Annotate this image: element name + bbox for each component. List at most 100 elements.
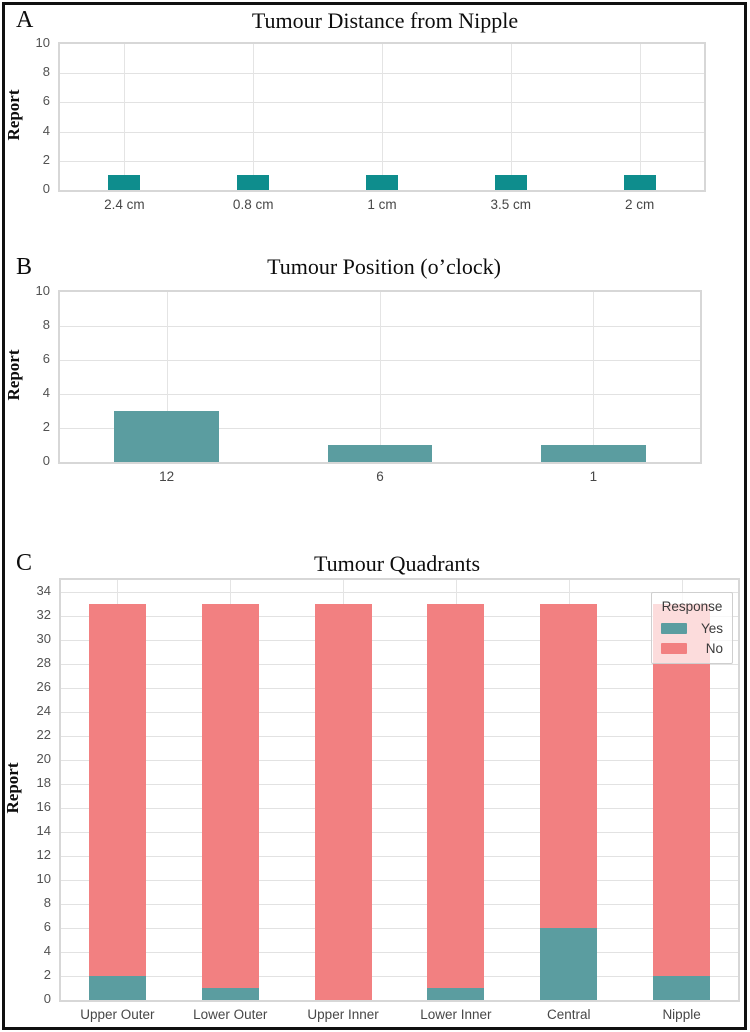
gridline-h bbox=[61, 904, 738, 905]
y-tick-label: 8 bbox=[42, 64, 50, 80]
y-tick-label: 10 bbox=[36, 871, 51, 886]
bar-central-no bbox=[540, 604, 598, 928]
y-tick-label: 14 bbox=[36, 823, 51, 838]
gridline-h bbox=[61, 880, 738, 881]
bar-lower-inner-no bbox=[427, 604, 485, 988]
gridline-v bbox=[124, 44, 126, 190]
plot-area-c: Response Yes No bbox=[59, 578, 740, 1002]
gridline-h bbox=[61, 664, 738, 665]
gridline-h bbox=[61, 640, 738, 641]
legend-label-no: No bbox=[705, 641, 723, 656]
gridline-v bbox=[253, 44, 255, 190]
bar-nipple-no bbox=[653, 604, 711, 976]
x-tick-label: 1 bbox=[589, 469, 598, 484]
gridline-h bbox=[61, 928, 738, 929]
legend-swatch-yes bbox=[661, 623, 687, 634]
y-tick-label: 32 bbox=[36, 607, 51, 622]
x-tick-label: 3.5 cm bbox=[490, 197, 532, 212]
gridline-v bbox=[382, 44, 383, 190]
gridline-h bbox=[61, 808, 738, 809]
gridline-v bbox=[510, 44, 512, 190]
gridline-v bbox=[166, 292, 168, 462]
gridline-v bbox=[593, 292, 595, 462]
gridline-v bbox=[380, 292, 381, 462]
y-tick-label: 0 bbox=[43, 991, 51, 1006]
panel-letter-c: C bbox=[16, 550, 33, 576]
gridline-v bbox=[639, 44, 641, 190]
x-tick-label: 2.4 cm bbox=[104, 197, 145, 212]
bar-6 bbox=[327, 445, 433, 462]
gridline-h bbox=[61, 592, 738, 593]
y-tick-label: 0 bbox=[42, 453, 50, 468]
y-tick-label: 0 bbox=[42, 181, 50, 196]
x-tick-label: 0.8 cm bbox=[232, 197, 274, 212]
legend-label-yes: Yes bbox=[700, 621, 723, 636]
x-tick-label: Upper Inner bbox=[307, 1007, 379, 1022]
bar-2-cm bbox=[623, 175, 656, 190]
y-tick-label: 2 bbox=[42, 419, 50, 434]
x-tick-label: Nipple bbox=[662, 1007, 701, 1022]
bar-nipple-yes bbox=[653, 976, 711, 1000]
y-tick-label: 8 bbox=[43, 895, 51, 910]
x-tick-label: 1 cm bbox=[367, 197, 397, 212]
y-tick-label: 10 bbox=[35, 35, 50, 50]
bar-lower-inner-yes bbox=[427, 988, 485, 1000]
y-tick-label: 26 bbox=[36, 679, 51, 694]
bar-12 bbox=[114, 411, 219, 462]
y-tick-label: 2 bbox=[43, 967, 51, 982]
chart-title-b: Tumour Position (o’clock) bbox=[267, 254, 501, 279]
x-tick-label: 6 bbox=[376, 469, 384, 484]
x-tick-label: Lower Inner bbox=[420, 1007, 492, 1022]
bar-upper-outer-no bbox=[88, 604, 146, 976]
gridline-h bbox=[61, 784, 738, 785]
y-tick-label: 6 bbox=[43, 919, 51, 934]
bar-lower-outer-yes bbox=[201, 988, 259, 1000]
panel-c: C Tumour Quadrants Report Response Yes No … bbox=[0, 540, 750, 1032]
y-tick-label: 34 bbox=[36, 583, 51, 598]
bar-1 bbox=[541, 445, 646, 462]
y-tick-label: 4 bbox=[42, 122, 50, 138]
legend-item-yes: Yes bbox=[661, 621, 723, 636]
bar-upper-outer-yes bbox=[88, 976, 146, 1000]
y-tick-label: 24 bbox=[36, 703, 51, 718]
plot-area-b bbox=[58, 290, 702, 464]
plot-area-a bbox=[58, 42, 706, 192]
gridline-h bbox=[61, 856, 738, 857]
chart-title-c: Tumour Quadrants bbox=[313, 551, 481, 576]
gridline-h bbox=[61, 736, 738, 737]
gridline-h bbox=[61, 976, 738, 977]
bar-upper-inner-no bbox=[314, 604, 372, 1000]
legend-title: Response bbox=[661, 599, 723, 614]
bar-3.5-cm bbox=[494, 175, 527, 190]
y-tick-label: 6 bbox=[42, 351, 50, 366]
panel-letter-b: B bbox=[16, 254, 33, 280]
y-tick-label: 20 bbox=[36, 751, 51, 766]
legend-swatch-no bbox=[661, 643, 687, 654]
y-tick-label: 28 bbox=[36, 655, 51, 670]
gridline-h bbox=[61, 832, 738, 833]
y-tick-label: 30 bbox=[36, 631, 51, 646]
gridline-h bbox=[61, 952, 738, 953]
gridline-h bbox=[61, 712, 738, 713]
y-tick-label: 6 bbox=[42, 93, 50, 109]
bar-lower-outer-no bbox=[201, 604, 259, 988]
gridline-h bbox=[61, 760, 738, 761]
gridline-h bbox=[61, 688, 738, 689]
x-tick-label: 2 cm bbox=[624, 197, 655, 212]
y-tick-label: 18 bbox=[36, 775, 51, 790]
legend: Response Yes No bbox=[651, 592, 733, 664]
y-tick-label: 10 bbox=[35, 283, 50, 298]
y-tick-label: 2 bbox=[42, 151, 50, 167]
panel-letter-a: A bbox=[16, 7, 34, 33]
y-tick-label: 22 bbox=[36, 727, 51, 742]
y-tick-label: 4 bbox=[43, 943, 51, 958]
gridline-h bbox=[61, 616, 738, 617]
y-tick-label: 12 bbox=[36, 847, 51, 862]
legend-item-no: No bbox=[661, 641, 723, 656]
x-tick-label: Central bbox=[546, 1007, 591, 1022]
bar-2.4-cm bbox=[108, 175, 141, 190]
bar-1-cm bbox=[365, 175, 399, 190]
